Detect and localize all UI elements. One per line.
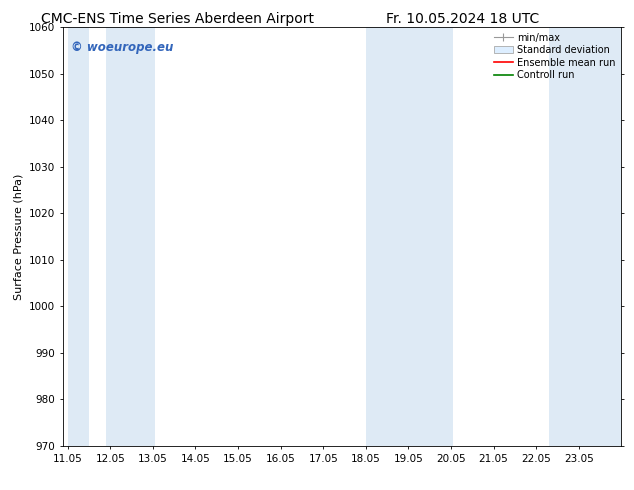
Bar (106, 27, 155, 446)
Text: CMC-ENS Time Series Aberdeen Airport: CMC-ENS Time Series Aberdeen Airport (41, 12, 314, 26)
Text: © woeurope.eu: © woeurope.eu (71, 41, 174, 54)
Legend: min/max, Standard deviation, Ensemble mean run, Controll run: min/max, Standard deviation, Ensemble me… (493, 32, 616, 81)
Bar (549, 27, 621, 446)
Y-axis label: Surface Pressure (hPa): Surface Pressure (hPa) (13, 173, 23, 299)
Bar (366, 27, 453, 446)
Text: Fr. 10.05.2024 18 UTC: Fr. 10.05.2024 18 UTC (386, 12, 540, 26)
Bar (68, 27, 89, 446)
